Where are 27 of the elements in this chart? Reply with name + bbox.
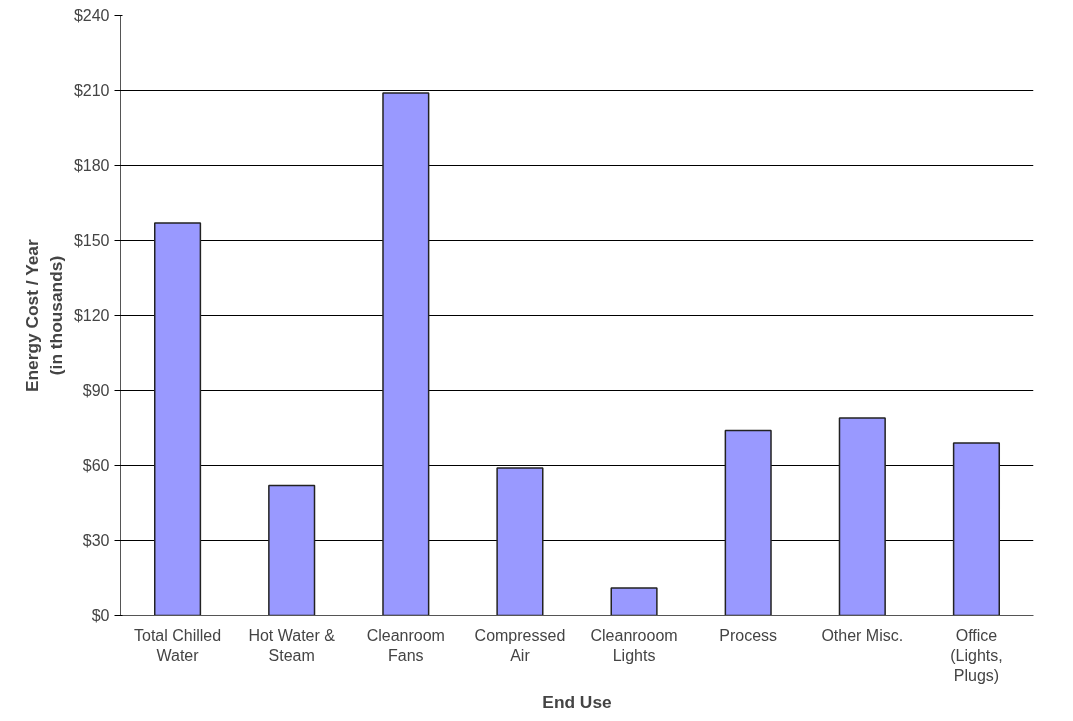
bar bbox=[952, 442, 1001, 616]
y-tick-label: $90 bbox=[82, 382, 110, 399]
y-tick-label: $0 bbox=[91, 607, 110, 624]
y-tick-label: $180 bbox=[73, 157, 110, 174]
bar bbox=[838, 417, 886, 616]
x-tick-label: Total Chilled Water bbox=[133, 626, 222, 664]
x-tick-label: Office (Lights, Plugs) bbox=[950, 626, 1003, 685]
x-tick-label: Compressed Air bbox=[474, 626, 566, 664]
x-tick-label: Other Misc. bbox=[821, 626, 904, 644]
y-tick-label: $150 bbox=[73, 232, 110, 249]
x-tick-label: Cleanroom Fans bbox=[366, 626, 445, 664]
x-tick-label: Cleanrooom Lights bbox=[590, 626, 678, 664]
bar bbox=[496, 467, 544, 616]
bar bbox=[724, 429, 772, 616]
bar bbox=[153, 222, 202, 616]
bar bbox=[610, 587, 658, 616]
x-tick-label: Hot Water & Steam bbox=[248, 626, 336, 664]
y-tick-label: $240 bbox=[73, 7, 110, 24]
y-tick-label: $210 bbox=[73, 82, 110, 99]
y-tick-label: $30 bbox=[82, 532, 110, 549]
x-axis-title: End Use bbox=[542, 692, 613, 713]
y-axis-title: Energy Cost / Year (in thousands) bbox=[21, 238, 66, 393]
y-tick-label: $120 bbox=[73, 307, 110, 324]
x-tick-label: Process bbox=[719, 626, 778, 644]
bar bbox=[268, 484, 316, 616]
bar bbox=[382, 92, 430, 616]
y-tick-label: $60 bbox=[82, 457, 110, 474]
